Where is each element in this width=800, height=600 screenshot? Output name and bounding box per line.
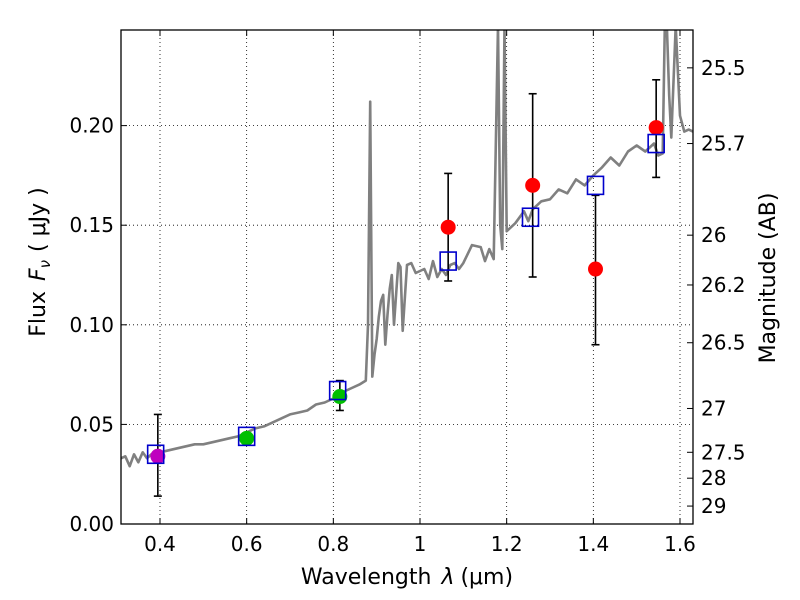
- observed-point: [648, 120, 664, 136]
- magnitude-tick-label: 26.2: [701, 273, 746, 297]
- observed-point: [440, 219, 456, 235]
- model-sed-line: [121, 30, 693, 468]
- observed-point: [525, 177, 541, 193]
- x-tick-label: 0.4: [144, 532, 176, 556]
- x-tick-label: 1: [414, 532, 427, 556]
- observed-point: [150, 448, 166, 464]
- x-tick-label: 0.6: [231, 532, 263, 556]
- grid-lines: [121, 30, 693, 524]
- model-photometry-point: [439, 251, 457, 271]
- y-tick-label: 0.00: [69, 512, 114, 536]
- x-tick-label: 1.2: [491, 532, 523, 556]
- x-axis-title-unit: (μm): [460, 565, 513, 590]
- observed-point: [588, 261, 603, 277]
- model-photometry-point: [586, 175, 605, 196]
- magnitude-tick-label: 28: [701, 466, 726, 490]
- observed-point: [239, 430, 255, 446]
- magnitude-tick-label: 25.5: [701, 56, 746, 80]
- x-tick-label: 1.4: [577, 532, 609, 556]
- y-tick-label: 0.15: [69, 213, 114, 237]
- model-photometry-point: [647, 133, 665, 154]
- photometry-layer: [146, 78, 665, 497]
- magnitude-tick-label: 26: [701, 223, 726, 247]
- magnitude-tick-label: 29: [701, 494, 726, 518]
- axis-ticks: 0.4 0.6 0.8 1 1.2 1.4 1.6 0.00 0.05 0.10 0.15 0.20 2…: [69, 30, 746, 556]
- magnitude-tick-label: 26.5: [701, 331, 746, 355]
- y-tick-label: 0.05: [69, 412, 114, 436]
- model-photometry-point: [237, 426, 256, 447]
- model-sed-layer: [121, 30, 693, 468]
- magnitude-tick-label: 25.7: [701, 132, 746, 156]
- y-tick-label: 0.20: [69, 114, 114, 138]
- y-axis-title-unit: ( μJy ): [26, 187, 51, 252]
- y-axis-title-text: Flux: [26, 291, 51, 337]
- x-tick-label: 0.8: [317, 532, 349, 556]
- model-photometry-point: [328, 380, 347, 401]
- y-axis-title-subscript: ν: [36, 260, 54, 268]
- y-axis-title-symbol: F: [26, 268, 51, 281]
- x-axis-title-symbol: λ: [440, 565, 454, 590]
- x-axis-title: Wavelength λ (μm): [301, 565, 513, 590]
- magnitude-axis-title: Magnitude (AB): [756, 193, 781, 364]
- y-tick-label: 0.10: [69, 313, 114, 337]
- model-photometry-point: [521, 207, 540, 228]
- x-tick-label: 1.6: [664, 532, 696, 556]
- y-axis-title: Flux Fν ( μJy ): [26, 187, 54, 336]
- magnitude-tick-label: 27: [701, 396, 726, 420]
- model-photometry-point: [146, 444, 165, 465]
- plot-frame: [120, 29, 694, 525]
- magnitude-tick-label: 27.5: [701, 440, 746, 464]
- x-axis-title-text: Wavelength: [301, 565, 432, 590]
